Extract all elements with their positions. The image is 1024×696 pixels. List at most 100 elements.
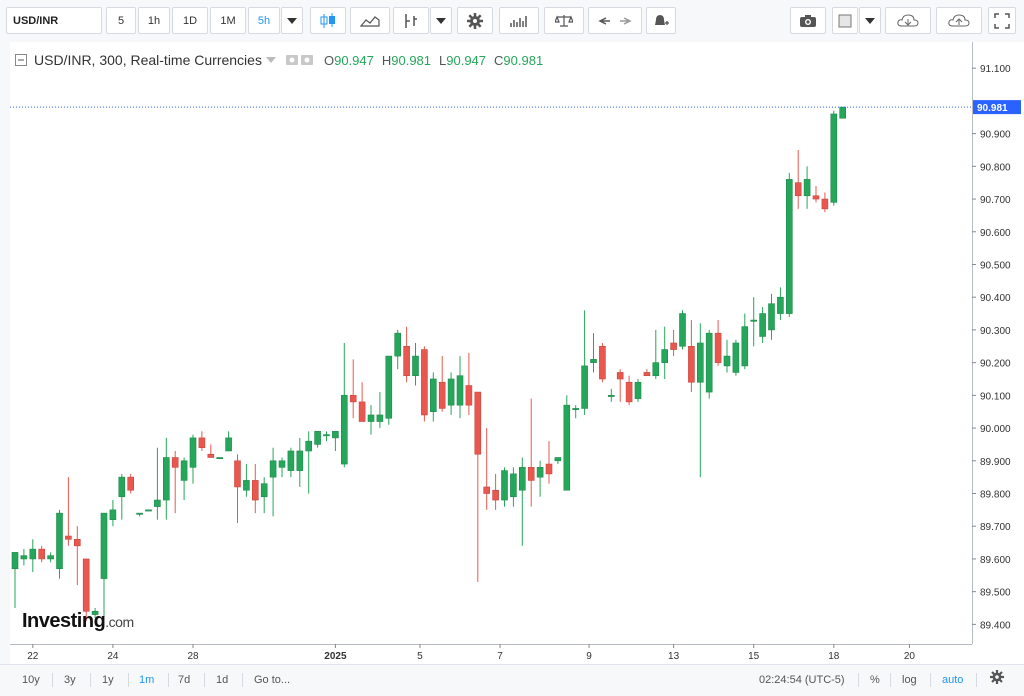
symbol-input[interactable]: USD/INR [6, 7, 102, 34]
candle [189, 437, 197, 468]
candle [421, 349, 428, 416]
percent-toggle[interactable]: % [870, 674, 880, 686]
candle [554, 457, 562, 462]
candle [492, 489, 499, 501]
range-1y-button[interactable]: 1y [102, 674, 114, 686]
y-tick-label: 90.200 [980, 359, 1011, 370]
y-tick-label: 91.100 [980, 64, 1011, 75]
candle [198, 437, 206, 448]
interval-1h-button[interactable]: 1h [138, 7, 170, 34]
candle [768, 303, 775, 331]
last-price-label: 90.981 [977, 103, 1008, 114]
high-value: 90.981 [391, 52, 432, 68]
candlestick-icon [320, 12, 335, 28]
legend-title: USD/INR, 300, Real-time Currencies [34, 52, 262, 68]
chevron-down-icon[interactable] [265, 57, 276, 63]
candle [839, 106, 847, 119]
interval-dropdown-button[interactable] [281, 7, 303, 34]
interval-5h-button[interactable]: 5h [248, 7, 280, 34]
area-style-button[interactable] [350, 7, 390, 34]
candle [518, 467, 526, 491]
candle [447, 378, 455, 406]
candle [474, 391, 482, 455]
candle [136, 512, 143, 515]
undo-redo-icon [598, 16, 632, 25]
open-value: 90.947 [334, 52, 374, 68]
chart-settings-button[interactable] [986, 670, 1008, 688]
compare-button[interactable] [499, 7, 539, 34]
x-tick-label: 22 [27, 651, 39, 662]
layout-dropdown-button[interactable] [859, 7, 881, 34]
candle [759, 313, 766, 337]
chevron-down-icon [865, 17, 875, 24]
candle [376, 414, 384, 422]
range-7d-button[interactable]: 7d [178, 674, 191, 686]
range-3y-button[interactable]: 3y [64, 674, 76, 686]
y-tick-label: 90.800 [980, 162, 1011, 173]
range-10y-button[interactable]: 10y [22, 674, 40, 686]
bottom-toolbar: 10y 3y 1y 1m 7d 1d Go to... 02:24:54 (UT… [0, 664, 1024, 696]
candle [358, 401, 366, 422]
y-tick-label: 90.100 [980, 391, 1011, 402]
x-tick-label: 7 [497, 651, 503, 662]
interval-1m-button[interactable]: 1M [210, 7, 246, 34]
range-1m-button[interactable]: 1m [139, 674, 155, 686]
alert-button[interactable] [646, 7, 676, 34]
settings-button[interactable] [457, 7, 493, 34]
indicators-dropdown-button[interactable] [430, 7, 452, 34]
candle [545, 463, 553, 475]
bar-chart-icon [510, 15, 527, 27]
balance-button[interactable] [544, 7, 584, 34]
candle [56, 512, 63, 570]
candle [252, 480, 259, 501]
layout-button[interactable] [832, 7, 858, 34]
collapse-icon[interactable] [15, 53, 28, 67]
candle [296, 450, 304, 471]
candle [821, 198, 829, 210]
candle [714, 332, 722, 363]
chevron-down-icon [436, 17, 446, 24]
candle [412, 355, 419, 377]
candle [47, 555, 54, 560]
y-tick-label: 89.600 [980, 555, 1011, 566]
candle [163, 457, 170, 501]
auto-toggle[interactable]: auto [942, 674, 964, 686]
interval-5m-button[interactable]: 5 [106, 7, 136, 34]
range-1d-button[interactable]: 1d [216, 674, 229, 686]
candle [581, 365, 588, 409]
candle [438, 381, 446, 409]
save-layout-button[interactable] [936, 7, 982, 34]
candle [260, 483, 268, 498]
candle [634, 381, 642, 399]
candle [269, 460, 277, 478]
x-tick-label: 9 [586, 651, 592, 662]
x-tick-label: 20 [904, 651, 916, 662]
candle [29, 548, 37, 560]
interval-1d-button[interactable]: 1D [172, 7, 208, 34]
plot-area [10, 42, 972, 644]
candle [527, 467, 535, 481]
fullscreen-icon [994, 12, 1010, 29]
chart-legend: USD/INR, 300, Real-time Currencies O90.9… [15, 52, 543, 68]
x-tick-label: 24 [107, 651, 119, 662]
log-toggle[interactable]: log [902, 674, 917, 686]
candles-style-button[interactable] [310, 7, 346, 34]
y-tick-label: 90.700 [980, 195, 1011, 206]
candle [403, 345, 410, 377]
camera-icon [800, 14, 816, 27]
visibility-icon[interactable] [285, 54, 316, 66]
candle [305, 440, 313, 452]
screenshot-button[interactable] [790, 7, 826, 34]
candle [367, 414, 375, 422]
candle [679, 313, 686, 347]
undo-redo-buttons[interactable] [588, 7, 642, 34]
indicators-button[interactable] [393, 7, 429, 34]
candle [314, 431, 321, 445]
goto-button[interactable]: Go to... [254, 674, 291, 686]
y-tick-label: 89.700 [980, 522, 1011, 533]
price-chart[interactable]: 91.100 90.900 90.800 90.700 90.600 90.500 90.4… [10, 42, 1024, 664]
fullscreen-button[interactable] [988, 7, 1016, 34]
candle [456, 375, 464, 406]
candle [723, 355, 731, 367]
load-layout-button[interactable] [885, 7, 931, 34]
